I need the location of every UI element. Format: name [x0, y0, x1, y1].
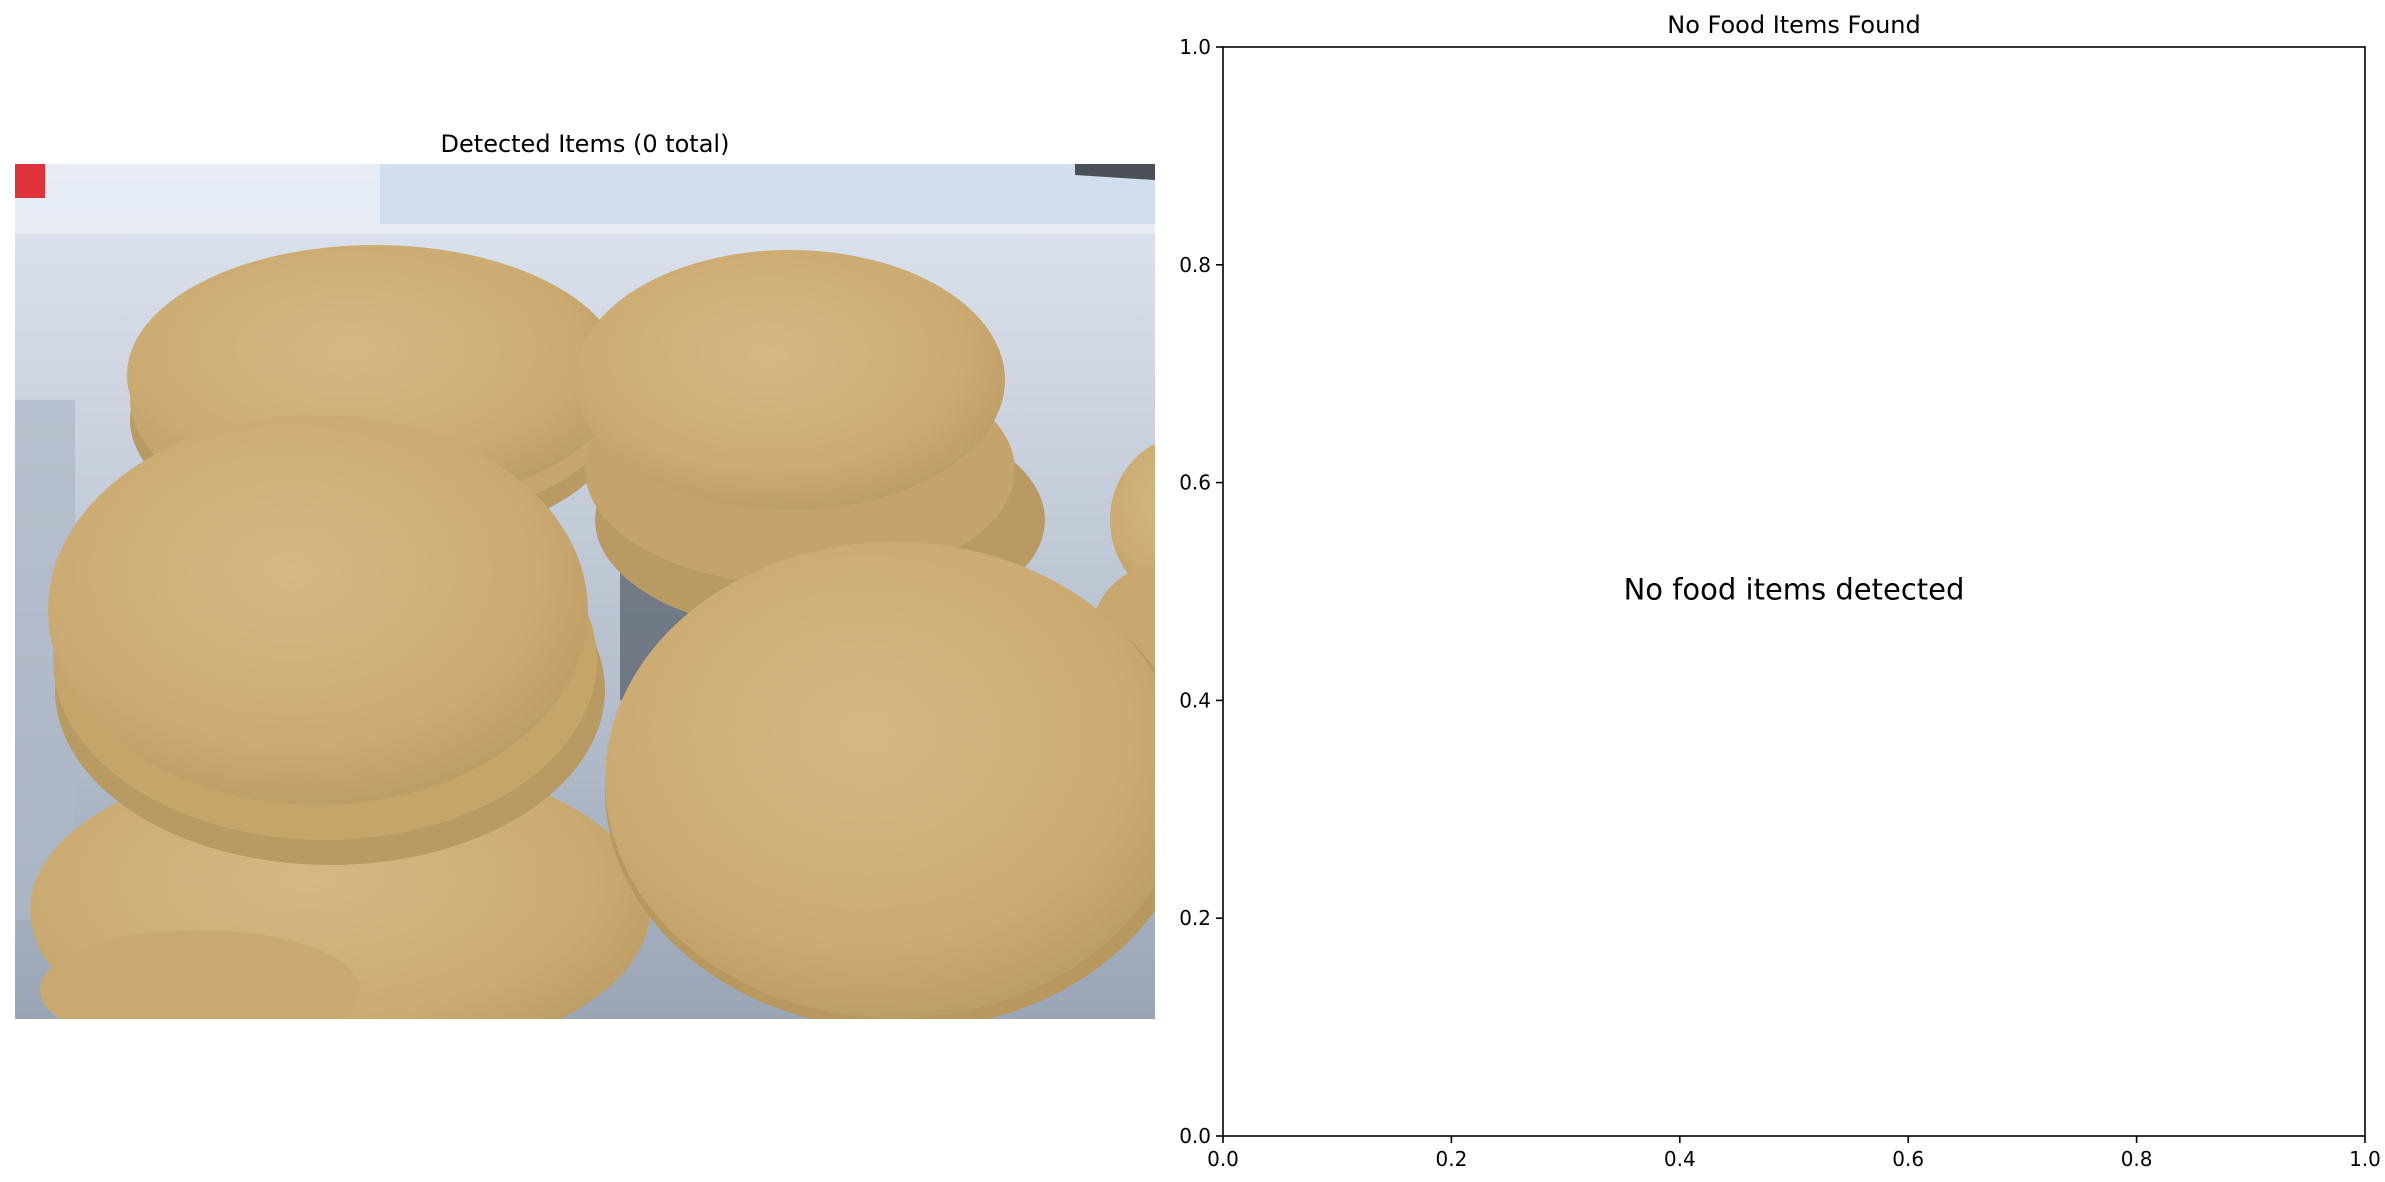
y-tick-label: 1.0: [1179, 35, 1211, 59]
x-tick-label: 0.4: [1664, 1147, 1696, 1171]
y-tick-label: 0.4: [1179, 688, 1211, 712]
no-items-message: No food items detected: [1624, 573, 1965, 607]
y-axis-ticks: 0.0 0.2 0.4 0.6 0.8 1.0: [1179, 35, 1223, 1148]
x-tick-label: 0.8: [2121, 1147, 2153, 1171]
chart-title: No Food Items Found: [1667, 11, 1921, 39]
x-tick-label: 0.6: [1892, 1147, 1924, 1171]
cookies-photo: [15, 164, 1155, 1019]
plot-area: [1222, 46, 2366, 1137]
y-tick-label: 0.6: [1179, 471, 1211, 495]
image-panel-title: Detected Items (0 total): [441, 130, 730, 158]
x-tick-label: 1.0: [2349, 1147, 2381, 1171]
y-tick-label: 0.2: [1179, 906, 1211, 930]
y-tick-label: 0.0: [1179, 1124, 1211, 1148]
x-axis-ticks: 0.0 0.2 0.4 0.6 0.8 1.0: [1207, 1136, 2381, 1171]
x-tick-label: 0.2: [1435, 1147, 1467, 1171]
x-tick-label: 0.0: [1207, 1147, 1239, 1171]
y-tick-label: 0.8: [1179, 253, 1211, 277]
